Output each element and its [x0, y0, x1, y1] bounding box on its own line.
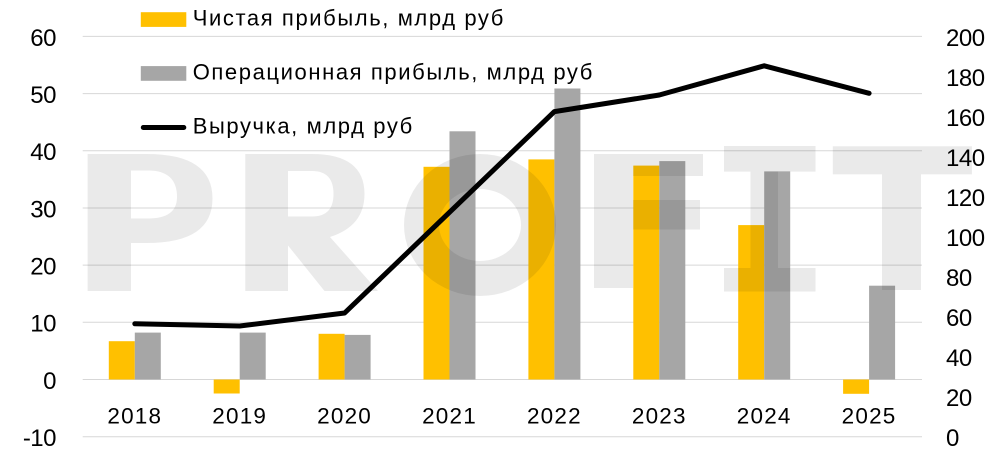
svg-text:10: 10: [30, 311, 56, 338]
svg-text:2025: 2025: [842, 403, 897, 428]
svg-text:2024: 2024: [737, 403, 792, 428]
svg-text:180: 180: [946, 65, 985, 92]
svg-text:100: 100: [946, 225, 985, 252]
svg-text:0: 0: [43, 368, 56, 395]
svg-text:Чистая прибыль, млрд руб: Чистая прибыль, млрд руб: [193, 6, 505, 31]
svg-text:0: 0: [946, 425, 959, 452]
svg-text:2020: 2020: [317, 403, 372, 428]
svg-text:140: 140: [946, 145, 985, 172]
svg-text:20: 20: [946, 385, 972, 412]
svg-text:20: 20: [30, 254, 56, 281]
svg-text:120: 120: [946, 185, 985, 212]
svg-text:30: 30: [30, 196, 56, 223]
svg-text:Выручка, млрд руб: Выручка, млрд руб: [193, 114, 414, 139]
svg-text:2021: 2021: [422, 403, 477, 428]
svg-text:-10: -10: [23, 425, 56, 452]
svg-text:2022: 2022: [527, 403, 582, 428]
svg-text:2018: 2018: [107, 403, 162, 428]
svg-text:60: 60: [946, 305, 972, 332]
svg-text:40: 40: [946, 345, 972, 372]
svg-text:40: 40: [30, 139, 56, 166]
svg-text:2023: 2023: [632, 403, 687, 428]
svg-text:80: 80: [946, 265, 972, 292]
svg-text:Операционная прибыль, млрд руб: Операционная прибыль, млрд руб: [193, 60, 594, 85]
svg-text:2019: 2019: [212, 403, 267, 428]
svg-text:60: 60: [30, 25, 56, 52]
svg-text:200: 200: [946, 25, 985, 52]
svg-text:50: 50: [30, 82, 56, 109]
svg-text:160: 160: [946, 105, 985, 132]
